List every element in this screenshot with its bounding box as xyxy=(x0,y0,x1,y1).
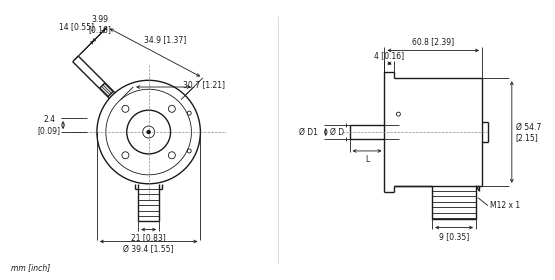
Circle shape xyxy=(396,112,400,116)
Text: Ø 54.7
[2.15]: Ø 54.7 [2.15] xyxy=(516,122,541,142)
Text: 9 [0.35]: 9 [0.35] xyxy=(439,232,469,242)
Text: mm [inch]: mm [inch] xyxy=(11,263,51,272)
Text: 30.7 [1.21]: 30.7 [1.21] xyxy=(183,81,225,90)
Text: 21 [0.83]: 21 [0.83] xyxy=(132,234,166,242)
Text: 14 [0.55]: 14 [0.55] xyxy=(59,22,94,32)
Text: 2.4
[0.09]: 2.4 [0.09] xyxy=(38,115,60,135)
Text: L: L xyxy=(365,155,369,164)
Text: Ø D1: Ø D1 xyxy=(299,127,318,137)
Text: 60.8 [2.39]: 60.8 [2.39] xyxy=(412,38,455,46)
Text: 3.99
[0.16]: 3.99 [0.16] xyxy=(89,15,112,34)
Text: Ø 39.4 [1.55]: Ø 39.4 [1.55] xyxy=(123,246,174,255)
Text: Ø D: Ø D xyxy=(330,127,344,137)
Circle shape xyxy=(147,130,150,134)
Text: M12 x 1: M12 x 1 xyxy=(490,201,520,210)
Text: 4 [0.16]: 4 [0.16] xyxy=(375,52,405,60)
Text: 34.9 [1.37]: 34.9 [1.37] xyxy=(144,36,186,45)
